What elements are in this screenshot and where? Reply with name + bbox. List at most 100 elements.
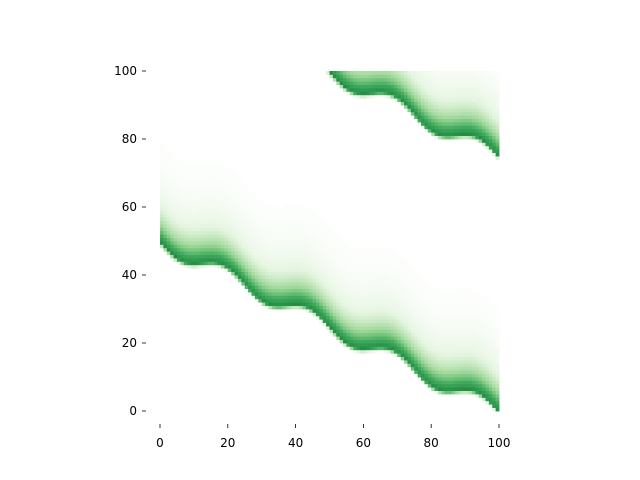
heatmap-cell: [248, 217, 252, 221]
heatmap-cell: [261, 285, 266, 289]
heatmap-cell: [380, 329, 385, 334]
heatmap-cell: [363, 298, 368, 303]
heatmap-cell: [278, 234, 283, 238]
heatmap-cell: [248, 281, 252, 286]
heatmap-cell: [448, 98, 452, 102]
heatmap-cell: [278, 271, 283, 276]
heatmap-cell: [346, 84, 351, 89]
heatmap-cell: [237, 237, 242, 242]
heatmap-cell: [390, 268, 395, 272]
heatmap-cell: [193, 261, 198, 266]
heatmap-cell: [441, 390, 446, 395]
heatmap-cell: [265, 298, 269, 303]
heatmap-cell: [471, 356, 476, 361]
heatmap-cell: [434, 125, 439, 130]
heatmap-cell: [370, 315, 374, 320]
heatmap-cell: [227, 210, 232, 215]
heatmap-cell: [410, 101, 415, 106]
heatmap-cell: [427, 349, 432, 354]
heatmap-cell: [441, 128, 446, 133]
heatmap-cell: [390, 332, 395, 337]
heatmap-cell: [427, 288, 432, 293]
heatmap-cell: [336, 251, 341, 255]
heatmap-cell: [312, 268, 317, 272]
heatmap-cell: [431, 285, 435, 289]
heatmap-cell: [488, 71, 493, 75]
heatmap-cell: [437, 91, 442, 96]
heatmap-cell: [319, 234, 324, 238]
heatmap-cell: [461, 383, 466, 388]
heatmap-cell: [166, 183, 171, 187]
heatmap-cell: [410, 356, 415, 361]
heatmap-cell: [217, 190, 222, 194]
heatmap-cell: [305, 271, 310, 276]
heatmap-cell: [427, 88, 432, 92]
heatmap-cell: [488, 349, 493, 354]
heatmap-cell: [187, 196, 191, 201]
heatmap-cell: [475, 366, 480, 371]
heatmap-cell: [336, 275, 341, 279]
heatmap-cell: [217, 264, 222, 269]
heatmap-cell: [268, 230, 273, 235]
heatmap-cell: [295, 258, 300, 262]
heatmap-cell: [268, 247, 273, 252]
heatmap-cell: [468, 132, 473, 136]
heatmap-cell: [475, 77, 480, 82]
heatmap-cell: [488, 397, 493, 402]
heatmap-cell: [200, 210, 205, 215]
heatmap-cell: [485, 332, 490, 337]
heatmap-cell: [251, 224, 256, 228]
heatmap-cell: [292, 271, 296, 276]
heatmap-cell: [454, 305, 459, 310]
heatmap-cell: [183, 183, 188, 187]
heatmap-cell: [478, 377, 483, 381]
heatmap-cell: [417, 278, 422, 283]
heatmap-cell: [319, 258, 324, 262]
heatmap-cell: [376, 88, 381, 92]
heatmap-cell: [258, 220, 263, 225]
heatmap-cell: [492, 125, 497, 130]
heatmap-cell: [322, 227, 327, 232]
heatmap-cell: [275, 285, 280, 289]
heatmap-cell: [343, 309, 347, 313]
heatmap-cell: [346, 329, 351, 334]
heatmap-cell: [187, 241, 191, 245]
heatmap-cell: [495, 108, 500, 113]
heatmap-cell: [265, 213, 269, 218]
heatmap-cell: [458, 288, 463, 293]
heatmap-cell: [336, 312, 341, 317]
heatmap-cell: [221, 227, 225, 232]
heatmap-cell: [305, 241, 310, 245]
heatmap-cell: [485, 356, 490, 361]
heatmap-cell: [160, 179, 164, 184]
heatmap-cell: [421, 118, 425, 123]
heatmap-cell: [492, 135, 497, 140]
heatmap-cell: [292, 275, 296, 279]
heatmap-cell: [370, 349, 374, 354]
heatmap-cell: [380, 319, 385, 323]
heatmap-cell: [363, 305, 368, 310]
heatmap-cell: [492, 366, 497, 371]
heatmap-cell: [237, 244, 242, 249]
heatmap-cell: [414, 108, 419, 113]
heatmap-cell: [241, 210, 246, 215]
heatmap-cell: [393, 309, 398, 313]
heatmap-cell: [468, 370, 473, 374]
heatmap-cell: [336, 278, 341, 283]
heatmap-cell: [427, 366, 432, 371]
heatmap-cell: [383, 339, 388, 344]
heatmap-cell: [315, 247, 320, 252]
heatmap-cell: [244, 244, 249, 249]
heatmap-cell: [339, 278, 344, 283]
heatmap-cell: [187, 162, 191, 167]
heatmap-cell: [492, 326, 497, 330]
heatmap-cell: [248, 196, 252, 201]
heatmap-cell: [336, 244, 341, 249]
heatmap-cell: [315, 298, 320, 303]
heatmap-cell: [288, 264, 293, 269]
heatmap-cell: [482, 377, 486, 381]
heatmap-cell: [339, 271, 344, 276]
heatmap-cell: [431, 105, 435, 109]
heatmap-cell: [465, 108, 469, 113]
heatmap-cell: [465, 356, 469, 361]
